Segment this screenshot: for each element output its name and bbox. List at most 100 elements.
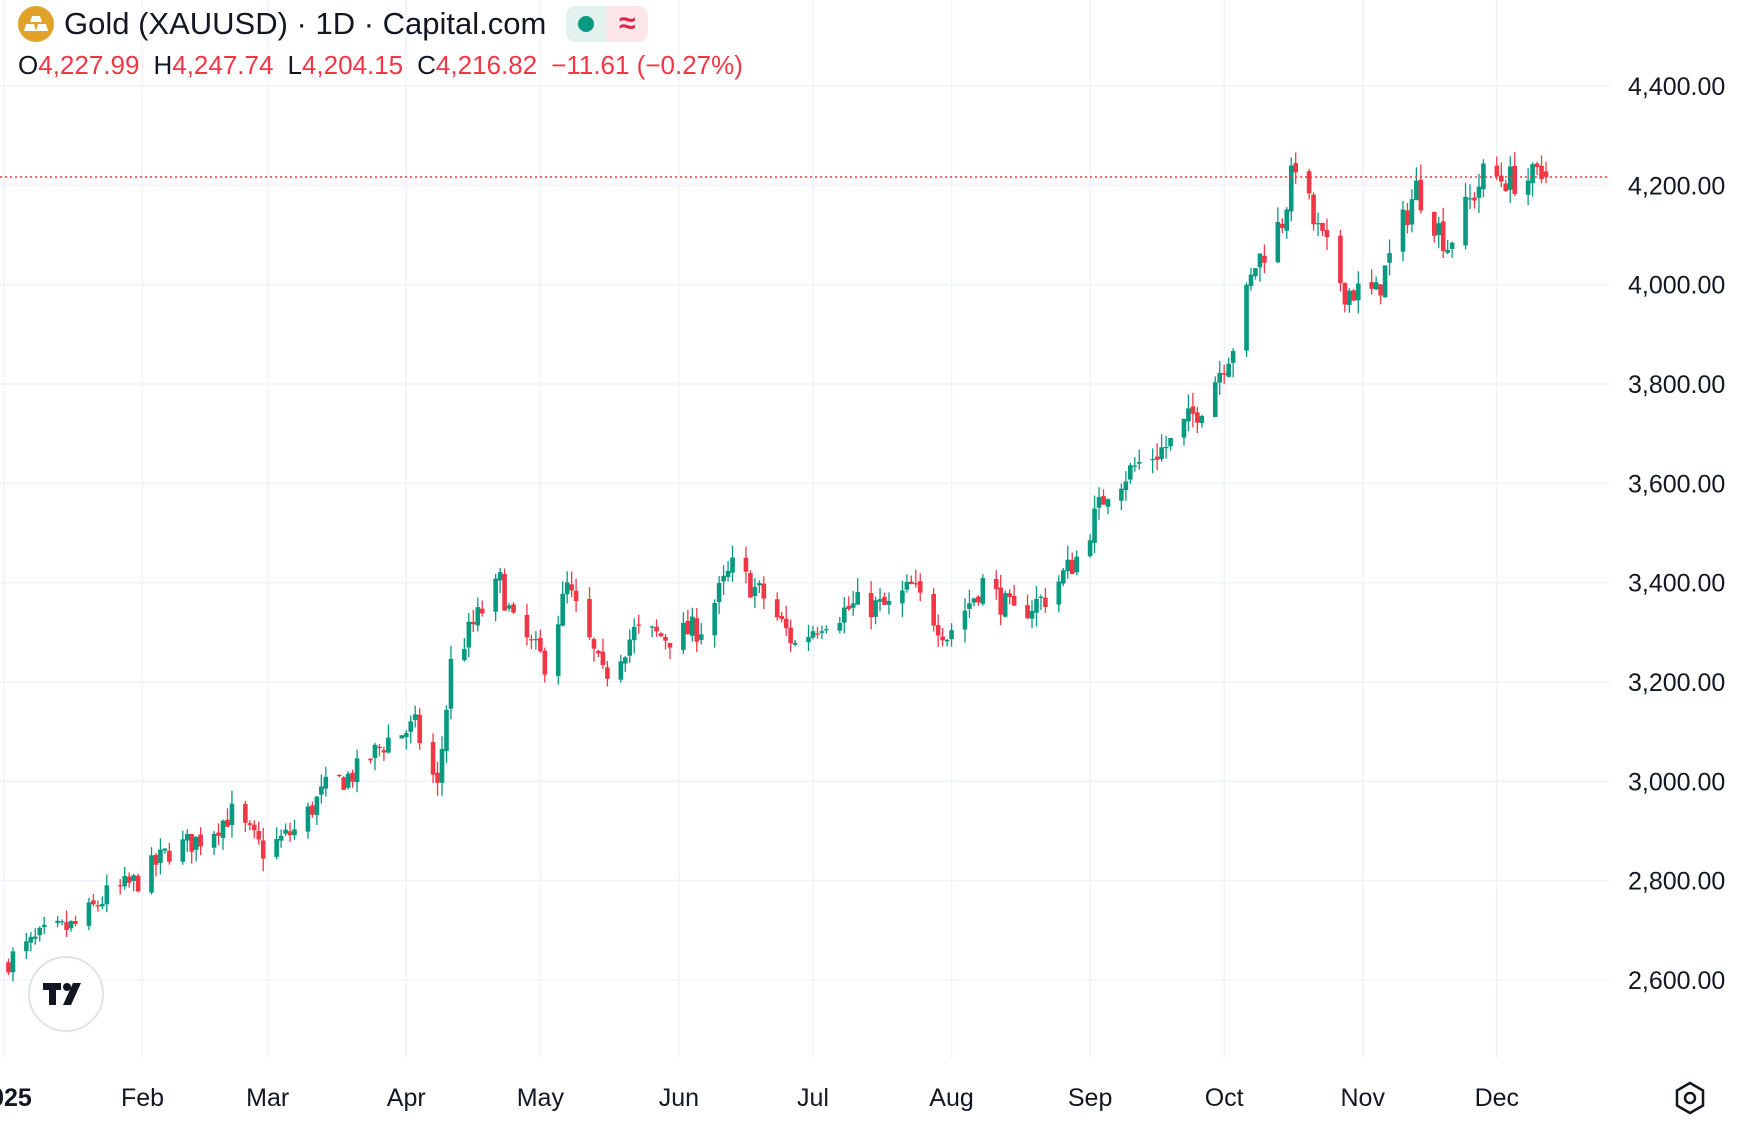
candle-down (1369, 269, 1374, 295)
market-open-indicator[interactable] (566, 6, 607, 42)
candle-down (596, 649, 601, 658)
candle-up (493, 573, 498, 622)
candle-down (658, 632, 664, 638)
close-label: C (417, 50, 436, 80)
candle-up (792, 639, 798, 647)
candle-up (68, 920, 74, 932)
candle-up (712, 599, 717, 648)
candle-up (100, 896, 105, 910)
candle-down (783, 605, 789, 636)
candle-down (636, 614, 641, 634)
candle-up (533, 630, 539, 650)
candle-up (1181, 418, 1187, 446)
candle-up (412, 705, 418, 728)
candle-down (153, 853, 159, 877)
candle-down (260, 827, 266, 872)
candle-up (386, 724, 391, 754)
x-tick-label: Dec (1475, 1084, 1519, 1112)
candle-up (1029, 600, 1035, 629)
candle-up (497, 567, 503, 594)
tradingview-logo-icon[interactable] (28, 956, 104, 1032)
candle-up (229, 790, 235, 838)
candle-up (193, 836, 199, 862)
settings-icon[interactable] (1672, 1080, 1708, 1116)
candle-down (1007, 589, 1012, 605)
candle-down (524, 603, 530, 646)
candle-up (1163, 435, 1169, 459)
candle-up (1136, 449, 1142, 470)
candle-up (904, 574, 910, 593)
candle-down (935, 614, 941, 648)
candle-up (1199, 414, 1205, 428)
candle-up (292, 819, 297, 840)
candle-up (319, 774, 324, 804)
candle-up (752, 578, 758, 608)
status-dot-icon (578, 16, 595, 32)
candle-down (1418, 164, 1424, 214)
candle-up (323, 766, 329, 797)
delayed-data-indicator[interactable]: ≈ (606, 6, 649, 42)
candle-down (774, 592, 780, 621)
candle-up (1400, 200, 1406, 262)
candle-up (1284, 207, 1290, 239)
candle-up (475, 597, 481, 632)
candle-up (1525, 168, 1531, 206)
candle-up (1074, 550, 1079, 576)
candle-up (1056, 575, 1062, 613)
candle-down (91, 893, 96, 907)
candle-down (1311, 192, 1316, 231)
candle-down (940, 628, 945, 647)
candle-down (931, 587, 936, 632)
candle-up (716, 576, 722, 615)
candle-down (542, 647, 548, 683)
candle-up (408, 715, 414, 744)
y-tick-label: 4,400.00 (1628, 73, 1725, 101)
candle-up (162, 848, 168, 854)
close-value: 4,216.82 (435, 50, 538, 80)
candle-up (730, 545, 735, 582)
candle-up (698, 623, 704, 645)
candle-down (1405, 202, 1410, 234)
candle-up (631, 618, 637, 654)
candle-down (1069, 552, 1075, 575)
candle-up (1087, 534, 1093, 558)
candle-up (274, 827, 279, 860)
candle-up (855, 578, 860, 606)
candle-up (555, 615, 561, 685)
candle-down (694, 607, 700, 653)
candle-up (1002, 590, 1008, 618)
candle-down (117, 878, 123, 895)
candle-down (73, 915, 78, 927)
market-status[interactable]: ≈ (566, 6, 649, 42)
y-tick-label: 3,200.00 (1628, 669, 1725, 697)
candle-up (41, 916, 47, 935)
candle-up (211, 831, 217, 856)
candle-up (721, 565, 726, 595)
candle-up (1123, 471, 1129, 501)
gold-logo-icon (18, 6, 54, 42)
candle-up (681, 612, 686, 655)
candle-up (1449, 241, 1455, 258)
candle-down (1342, 282, 1348, 313)
candle-up (806, 624, 811, 651)
candle-down (435, 761, 440, 796)
candle-up (372, 742, 378, 771)
y-tick-label: 3,800.00 (1628, 371, 1725, 399)
candle-up (180, 830, 186, 865)
candle-down (1472, 192, 1477, 209)
candle-up (32, 928, 38, 945)
candle-up (462, 638, 467, 662)
candlestick-series (6, 152, 1549, 982)
candle-down (256, 821, 262, 845)
candle-down (591, 637, 597, 662)
candle-down (1503, 179, 1509, 192)
candle-up (131, 873, 136, 892)
symbol-title[interactable]: Gold (XAUUSD) · 1D · Capital.com (64, 6, 547, 41)
candle-up (1186, 394, 1191, 432)
candle-down (569, 571, 574, 598)
high-value: 4,247.74 (172, 50, 274, 80)
candle-down (1221, 364, 1227, 385)
candle-up (1530, 162, 1535, 197)
price-axis: 2,600.00 2,800.00 3,000.00 3,200.00 3,400.00… (1628, 73, 1725, 995)
